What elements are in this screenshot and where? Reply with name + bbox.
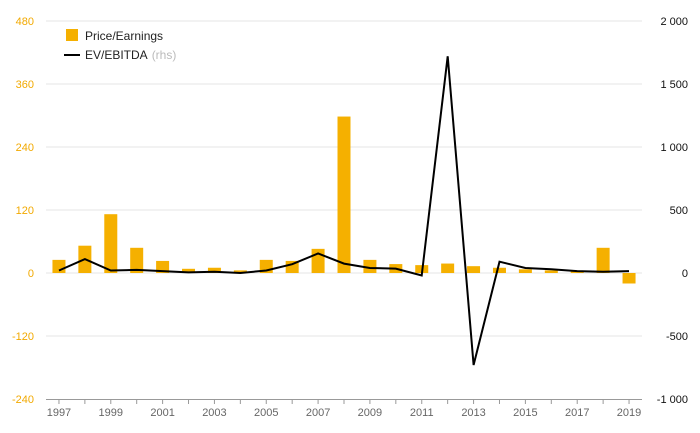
y-right-tick-label: 0 <box>682 268 688 280</box>
legend-line-label: EV/EBITDA <box>85 48 148 62</box>
x-tick-label: 2003 <box>202 407 226 419</box>
y-left-tick-label: 0 <box>28 268 34 280</box>
y-left-tick-label: -120 <box>12 331 34 343</box>
legend: Price/Earnings EV/EBITDA (rhs) <box>64 29 176 62</box>
bar <box>622 273 636 284</box>
bar-layer <box>52 116 636 284</box>
bar <box>467 266 481 273</box>
bar <box>337 116 351 273</box>
x-tick-label: 2009 <box>358 407 382 419</box>
x-tick-label: 2005 <box>254 407 278 419</box>
line-layer <box>58 56 630 366</box>
bar <box>52 259 66 273</box>
bar <box>518 269 532 273</box>
y-right-tick-label: -500 <box>666 331 688 343</box>
bar <box>207 267 221 273</box>
y-right-tick-label: 500 <box>670 205 688 217</box>
legend-bar-swatch <box>66 29 78 41</box>
x-tick-label: 2015 <box>513 407 537 419</box>
bar <box>596 247 610 273</box>
bar <box>130 247 144 273</box>
tick-layer: -240 -120 0 120 240 360 480 -1 000 -500 0 500 1 000… <box>12 16 688 419</box>
y-left-tick-label: 120 <box>16 205 34 217</box>
x-tick-label: 2013 <box>461 407 485 419</box>
ev-ebitda-line <box>58 56 630 366</box>
x-tick-label: 2007 <box>306 407 330 419</box>
y-right-tick-label: 2 000 <box>660 16 688 28</box>
y-left-tick-label: 240 <box>16 142 34 154</box>
y-right-tick-label: 1 500 <box>660 79 688 91</box>
bar <box>441 263 455 273</box>
y-right-tick-label: 1 000 <box>660 142 688 154</box>
legend-bar-label: Price/Earnings <box>85 29 163 43</box>
x-tick-label: 2019 <box>617 407 641 419</box>
axis-layer <box>46 399 642 404</box>
bar <box>233 270 247 273</box>
x-tick-label: 1999 <box>99 407 123 419</box>
y-right-tick-label: -1 000 <box>657 394 688 406</box>
bar <box>363 259 377 273</box>
y-left-tick-label: 360 <box>16 79 34 91</box>
bar <box>182 268 196 273</box>
legend-line-suffix: (rhs) <box>152 48 177 62</box>
x-tick-label: 2001 <box>150 407 174 419</box>
y-left-tick-label: 480 <box>16 16 34 28</box>
bar <box>544 270 558 273</box>
x-tick-label: 2011 <box>410 407 434 419</box>
x-tick-label: 2017 <box>565 407 589 419</box>
bar <box>104 214 118 273</box>
y-left-tick-label: -240 <box>12 394 34 406</box>
legend-line-text: EV/EBITDA (rhs) <box>85 48 176 62</box>
x-tick-label: 1997 <box>47 407 71 419</box>
bar <box>492 267 506 273</box>
